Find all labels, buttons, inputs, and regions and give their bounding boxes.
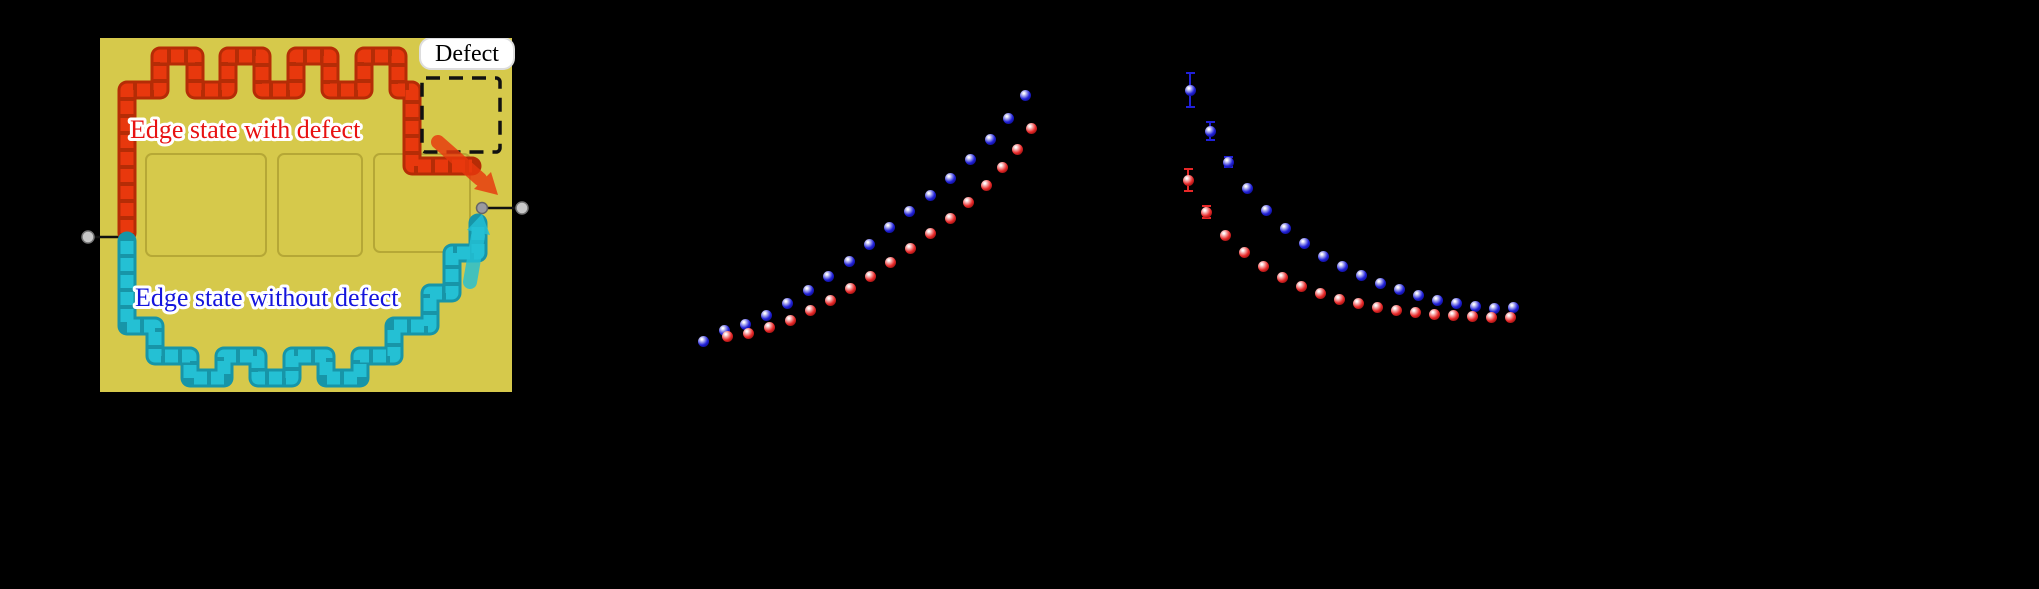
data-point-blue [1279,222,1291,234]
scatter-chart-c [1150,50,1570,410]
data-point-blue [802,284,814,296]
defect-box [420,76,502,154]
data-point-red [763,321,775,333]
data-point-blue [863,238,875,250]
data-point-red [1314,287,1326,299]
data-point-red [1447,309,1459,321]
data-point-red [1011,143,1023,155]
data-point-blue [1374,277,1386,289]
data-point-red [784,314,796,326]
data-point-blue [1393,283,1405,295]
data-point-blue [924,189,936,201]
data-point-red [1428,308,1440,320]
data-point-red [1295,280,1307,292]
data-point-blue [1355,269,1367,281]
data-point-red [1182,174,1194,186]
data-point-red [721,330,733,342]
data-point-blue [1507,301,1519,313]
data-point-blue [1204,125,1216,137]
data-point-red [1352,297,1364,309]
data-point-red [804,304,816,316]
with-defect-arrow-icon [431,135,498,195]
data-point-blue [883,221,895,233]
data-point-red [1466,310,1478,322]
data-point-red [1219,229,1231,241]
data-point-blue [1488,302,1500,314]
data-point-red [924,227,936,239]
data-point-blue [822,270,834,282]
data-point-red [944,212,956,224]
left-lead-dot [81,230,95,244]
lattice-cells [145,153,471,257]
data-point-red [844,282,856,294]
defect-label: Defect [435,41,499,67]
data-point-blue [1260,204,1272,216]
scatter-chart-b [640,50,1080,410]
data-point-red [1025,122,1037,134]
data-point-red [824,294,836,306]
data-point-blue [1184,84,1196,96]
data-point-red [884,256,896,268]
data-point-red [742,327,754,339]
data-point-red [904,242,916,254]
data-point-red [962,196,974,208]
data-point-red [1257,260,1269,272]
right-lead-dot [515,201,529,215]
data-point-red [1390,304,1402,316]
data-point-blue [984,133,996,145]
data-point-blue [964,153,976,165]
lattice-background [100,38,512,392]
data-point-blue [1336,260,1348,272]
junction-port-dot [475,201,489,215]
edge-without-defect-label: Edge state without defect [135,283,399,312]
data-point-red [1371,301,1383,313]
data-point-blue [1317,250,1329,262]
data-point-red [1333,293,1345,305]
data-point-blue [718,324,730,336]
data-point-red [1504,311,1516,323]
schematic-svg: Defect Edge state with defect Edge state… [81,37,529,392]
edge-with-defect-label: Edge state with defect [130,115,361,144]
data-point-blue [1019,89,1031,101]
data-point-red [1200,206,1212,218]
data-point-red [980,179,992,191]
data-point-red [1276,271,1288,283]
data-point-blue [1002,112,1014,124]
data-point-blue [1469,300,1481,312]
edge-path-with-defect [117,46,482,243]
data-point-blue [944,172,956,184]
data-point-blue [1412,289,1424,301]
schematic-panel: Defect Edge state with defect Edge state… [80,37,530,392]
data-point-blue [1431,294,1443,306]
data-point-blue [739,318,751,330]
data-point-blue [1450,297,1462,309]
data-point-blue [760,309,772,321]
data-point-blue [1241,182,1253,194]
without-defect-arrow-icon [463,214,490,289]
data-point-red [1485,311,1497,323]
data-point-red [1238,246,1250,258]
data-point-blue [1298,237,1310,249]
defect-label-cloud [419,37,515,70]
data-point-red [996,161,1008,173]
data-point-blue [1222,156,1234,168]
data-point-blue [781,297,793,309]
data-point-blue [903,205,915,217]
data-point-red [864,270,876,282]
edge-path-without-defect [117,213,488,388]
data-point-red [1409,306,1421,318]
data-point-blue [697,335,709,347]
data-point-blue [843,255,855,267]
